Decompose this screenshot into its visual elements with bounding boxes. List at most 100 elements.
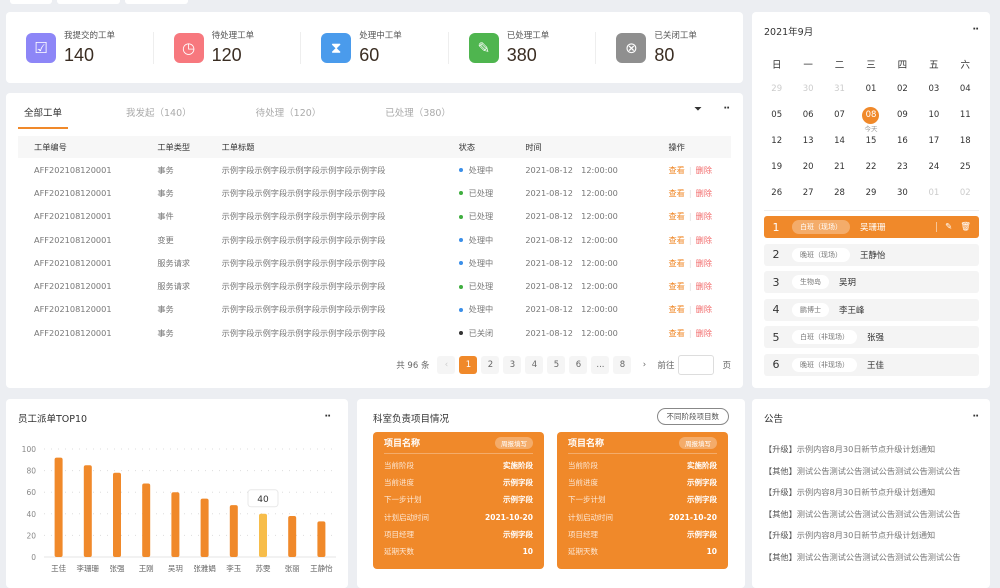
stat-item[interactable]: ☑ 我提交的工单 140 bbox=[6, 31, 154, 65]
page-button[interactable]: 1 bbox=[459, 356, 478, 374]
calendar-day[interactable]: 05 bbox=[761, 102, 792, 128]
calendar-day[interactable]: 07 bbox=[824, 102, 855, 128]
calendar-day[interactable]: 20 bbox=[792, 154, 823, 180]
calendar-day[interactable]: 28 bbox=[824, 180, 855, 206]
calendar-day[interactable]: 01 bbox=[918, 180, 949, 206]
tab-0[interactable]: 全部工单 bbox=[18, 103, 69, 129]
notice-item[interactable]: 【升级】示例内容8月30日新节点升级计划通知 bbox=[764, 486, 935, 498]
calendar-day[interactable]: 27 bbox=[792, 180, 823, 206]
notice-item[interactable]: 【其他】测试公告测试公告测试公告测试公告测试公告 bbox=[764, 551, 961, 563]
stat-item[interactable]: ✎ 已处理工单 380 bbox=[449, 31, 597, 65]
delete-link[interactable]: 删除 bbox=[695, 281, 713, 292]
more-icon[interactable]: ·· bbox=[324, 411, 331, 422]
notice-item[interactable]: 【升级】示例内容8月30日新节点升级计划通知 bbox=[764, 443, 935, 455]
view-link[interactable]: 查看 bbox=[668, 211, 685, 222]
calendar-day[interactable]: 02 bbox=[950, 180, 981, 206]
page-button[interactable]: 5 bbox=[547, 356, 566, 374]
bar[interactable] bbox=[83, 465, 92, 557]
notice-item[interactable]: 【升级】示例内容8月30日新节点升级计划通知 bbox=[764, 529, 935, 541]
bar[interactable] bbox=[113, 472, 121, 557]
schedule-item[interactable]: 6 晚班（非现场） 王佳 bbox=[764, 353, 979, 376]
next-page-button[interactable]: › bbox=[642, 360, 647, 370]
view-link[interactable]: 查看 bbox=[668, 234, 685, 245]
page-button[interactable]: 4 bbox=[525, 356, 544, 374]
delete-link[interactable]: 删除 bbox=[695, 187, 713, 198]
calendar-day[interactable]: 31 bbox=[824, 76, 855, 102]
calendar-day[interactable]: 23 bbox=[887, 154, 918, 180]
top-tab-stub[interactable] bbox=[57, 0, 120, 4]
delete-link[interactable]: 删除 bbox=[695, 164, 713, 175]
calendar-day[interactable]: 21 bbox=[824, 154, 855, 180]
view-link[interactable]: 查看 bbox=[668, 304, 685, 315]
delete-link[interactable]: 删除 bbox=[695, 257, 713, 268]
page-button[interactable]: 8 bbox=[613, 356, 632, 374]
page-button[interactable]: ... bbox=[591, 356, 610, 374]
bar[interactable] bbox=[317, 521, 326, 557]
calendar-day[interactable]: 18 bbox=[950, 128, 981, 154]
calendar-day[interactable]: 10 bbox=[918, 102, 949, 128]
calendar-day[interactable]: 17 bbox=[918, 128, 949, 154]
weekly-report-button[interactable]: 周报填写 bbox=[679, 436, 717, 449]
calendar-day[interactable]: 02 bbox=[887, 76, 918, 102]
calendar-day[interactable]: 25 bbox=[950, 154, 981, 180]
tab-3[interactable]: 已处理（380） bbox=[385, 108, 451, 119]
schedule-item[interactable]: 2 晚班（现场） 王静怡 bbox=[764, 243, 979, 266]
calendar-day[interactable]: 11 bbox=[950, 102, 981, 128]
calendar-day[interactable]: 15 bbox=[855, 128, 886, 154]
delete-link[interactable]: 删除 bbox=[695, 234, 713, 245]
tab-1[interactable]: 我发起（140） bbox=[126, 108, 192, 119]
notice-item[interactable]: 【其他】测试公告测试公告测试公告测试公告测试公告 bbox=[764, 508, 961, 520]
schedule-item[interactable]: 5 白班（非现场） 张强 bbox=[764, 326, 979, 348]
weekly-report-button[interactable]: 周报填写 bbox=[495, 436, 533, 449]
delete-link[interactable]: 删除 bbox=[695, 211, 713, 222]
top-tab-stub[interactable] bbox=[10, 0, 52, 4]
bar[interactable] bbox=[288, 515, 297, 557]
view-link[interactable]: 查看 bbox=[668, 327, 685, 338]
more-icon[interactable]: ·· bbox=[972, 411, 979, 422]
bar[interactable] bbox=[54, 457, 63, 557]
page-button[interactable]: 2 bbox=[481, 356, 500, 374]
stat-item[interactable]: ⧗ 处理中工单 60 bbox=[301, 31, 449, 65]
calendar-day[interactable]: 13 bbox=[792, 128, 823, 154]
view-link[interactable]: 查看 bbox=[668, 164, 685, 175]
schedule-item[interactable]: 3 生物岛 吴玥 bbox=[764, 271, 979, 293]
calendar-day[interactable]: 01 bbox=[855, 76, 886, 102]
calendar-day[interactable]: 29 bbox=[855, 180, 886, 206]
calendar-day[interactable]: 24 bbox=[918, 154, 949, 180]
trash-icon[interactable]: 🗑 bbox=[960, 222, 971, 232]
calendar-day[interactable]: 03 bbox=[918, 76, 949, 102]
bar[interactable] bbox=[142, 483, 151, 557]
delete-link[interactable]: 删除 bbox=[695, 304, 713, 315]
calendar-day[interactable]: 26 bbox=[761, 180, 792, 206]
schedule-item[interactable]: 1 白班（现场） 吴珊珊 ✎ 🗑 bbox=[764, 216, 979, 238]
schedule-item[interactable]: 4 鹏博士 李王峰 bbox=[764, 298, 979, 321]
bar[interactable] bbox=[200, 498, 209, 557]
calendar-day[interactable]: 30 bbox=[792, 76, 823, 102]
delete-link[interactable]: 删除 bbox=[695, 327, 713, 338]
calendar-day[interactable]: 14 bbox=[824, 128, 855, 154]
view-link[interactable]: 查看 bbox=[668, 281, 685, 292]
goto-page-input[interactable] bbox=[678, 355, 715, 375]
calendar-day[interactable]: 12 bbox=[761, 128, 792, 154]
calendar-day[interactable]: 19 bbox=[761, 154, 792, 180]
page-button[interactable]: 6 bbox=[569, 356, 588, 374]
tab-2[interactable]: 待处理（120） bbox=[255, 108, 322, 119]
bar[interactable] bbox=[229, 505, 238, 557]
calendar-day[interactable]: 04 bbox=[950, 76, 981, 102]
page-button[interactable]: 3 bbox=[503, 356, 522, 374]
view-link[interactable]: 查看 bbox=[668, 187, 685, 198]
stat-item[interactable]: ◷ 待处理工单 120 bbox=[154, 31, 302, 65]
more-icon[interactable]: ·· bbox=[972, 24, 979, 35]
notice-item[interactable]: 【其他】测试公告测试公告测试公告测试公告测试公告 bbox=[764, 465, 961, 477]
top-tab-stub[interactable] bbox=[125, 0, 188, 4]
edit-icon[interactable]: ✎ bbox=[945, 222, 953, 232]
calendar-day[interactable]: 30 bbox=[887, 180, 918, 206]
calendar-day[interactable]: 06 bbox=[792, 102, 823, 128]
calendar-day[interactable]: 29 bbox=[761, 76, 792, 102]
calendar-day-today[interactable]: 08 今天 bbox=[855, 102, 886, 133]
calendar-day[interactable]: 09 bbox=[887, 102, 918, 128]
filter-icon[interactable]: ⏷ bbox=[694, 104, 702, 115]
view-link[interactable]: 查看 bbox=[668, 257, 685, 268]
stage-count-button[interactable]: 不同阶段项目数 bbox=[656, 408, 729, 425]
calendar-day[interactable]: 22 bbox=[855, 154, 886, 180]
